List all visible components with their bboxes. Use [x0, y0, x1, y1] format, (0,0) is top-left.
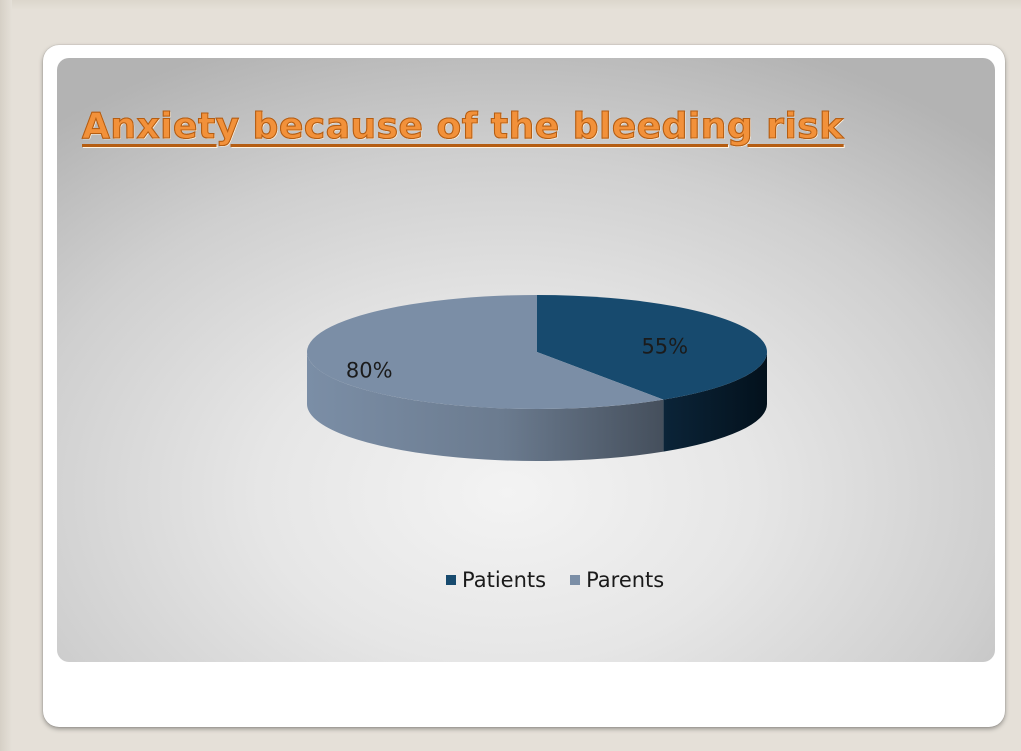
- chart-title: Anxiety because of the bleeding risk: [82, 106, 844, 148]
- window-top-border: [0, 0, 1021, 10]
- pie-slice-patients[interactable]: [537, 295, 768, 400]
- legend-label-parents: Parents: [586, 568, 665, 592]
- legend-label-patients: Patients: [462, 568, 547, 592]
- chart-legend: Patients Parents: [446, 567, 664, 593]
- legend-item-parents[interactable]: Parents: [570, 568, 664, 592]
- pie-side-parents: [307, 352, 664, 461]
- legend-swatch-patients: [446, 575, 456, 585]
- pie-slice-parents[interactable]: [307, 295, 664, 409]
- window-left-border: [0, 0, 12, 751]
- pie-side-patients: [663, 352, 767, 452]
- legend-item-patients[interactable]: Patients: [446, 568, 546, 592]
- legend-swatch-parents: [570, 575, 581, 585]
- data-label-parents: 80%: [346, 358, 393, 382]
- data-label-patients: 55%: [641, 335, 688, 359]
